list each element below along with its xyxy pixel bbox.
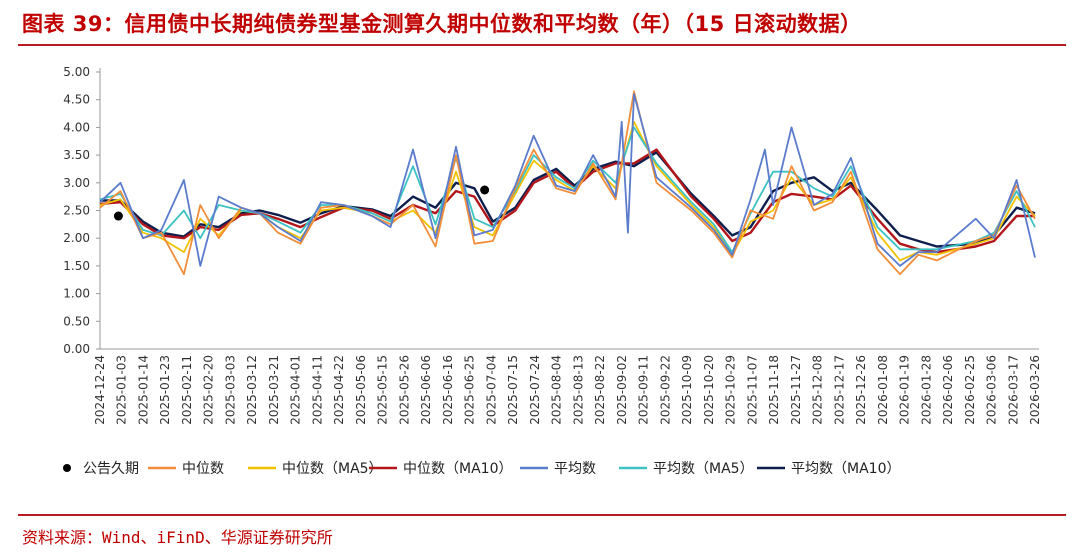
x-tick-label: 2025-03-21 (267, 355, 281, 425)
x-tick-label: 2025-06-16 (441, 355, 455, 425)
x-tick-label: 2025-06-06 (419, 355, 433, 425)
x-tick-label: 2026-03-17 (1006, 355, 1020, 425)
x-tick-label: 2025-12-17 (832, 355, 846, 425)
x-tick-label: 2026-01-08 (876, 355, 890, 425)
x-tick-label: 2025-09-22 (658, 355, 672, 425)
x-tick-label: 2025-07-24 (528, 355, 542, 425)
x-tick-label: 2025-11-07 (745, 355, 759, 425)
series-line (99, 148, 1035, 254)
x-tick-label: 2025-11-18 (767, 355, 781, 425)
y-tick-label: 0.50 (63, 314, 90, 328)
x-tick-label: 2026-02-06 (941, 355, 955, 425)
x-tick-label: 2025-11-27 (789, 355, 803, 425)
x-tick-label: 2025-12-26 (854, 355, 868, 425)
x-tick-label: 2025-03-03 (223, 355, 237, 425)
x-tick-label: 2025-09-02 (615, 355, 629, 425)
x-tick-label: 2025-05-15 (376, 355, 390, 425)
x-tick-label: 2025-02-11 (180, 355, 194, 425)
y-axis: 0.00 0.50 1.00 1.50 2.00 2.50 3.00 3.50 4.00 4.50… (63, 65, 1039, 356)
x-tick-label: 2024-12-24 (93, 355, 107, 425)
x-axis: 2024-12-24 2025-01-03 2025-01-14 2025-01-23… (93, 355, 1042, 425)
x-tick-label: 2025-01-03 (115, 355, 129, 425)
x-tick-label: 2025-09-11 (637, 355, 651, 425)
legend-label: 中位数（MA10） (403, 461, 512, 477)
announced-duration-point (113, 211, 123, 221)
y-tick-label: 2.00 (63, 231, 90, 245)
x-tick-label: 2026-03-06 (985, 355, 999, 425)
series-line (99, 93, 1036, 267)
x-tick-label: 2025-04-11 (310, 355, 324, 425)
announced-duration-point (480, 185, 490, 195)
x-tick-label: 2025-08-04 (550, 355, 564, 425)
y-tick-label: 3.50 (63, 148, 90, 162)
x-tick-label: 2026-02-25 (963, 355, 977, 425)
x-tick-label: 2025-07-04 (484, 355, 498, 425)
x-tick-label: 2025-08-13 (571, 355, 585, 425)
source-note: 资料来源：Wind、iFinD、华源证券研究所 (22, 528, 333, 547)
x-tick-label: 2025-02-20 (202, 355, 216, 425)
x-tick-label: 2025-10-29 (724, 355, 738, 425)
x-tick-label: 2026-01-28 (919, 355, 933, 425)
title-divider (18, 44, 1066, 46)
legend-label: 公告久期 (83, 461, 139, 477)
x-tick-label: 2025-05-06 (354, 355, 368, 425)
series-line (99, 126, 1036, 254)
y-tick-label: 1.50 (63, 259, 90, 273)
y-tick-label: 1.00 (63, 287, 90, 301)
x-tick-label: 2025-04-01 (289, 355, 303, 425)
legend-marker (63, 464, 71, 472)
line-chart: 0.00 0.50 1.00 1.50 2.00 2.50 3.00 3.50 4.00 4.50… (63, 65, 1042, 477)
y-tick-label: 3.00 (63, 176, 90, 190)
source-divider (18, 514, 1066, 516)
chart-title: 图表 39：信用债中长期纯债券型基金测算久期中位数和平均数（年）（15 日滚动数… (22, 12, 862, 36)
x-tick-label: 2025-04-22 (332, 355, 346, 425)
legend-label: 平均数 (554, 461, 596, 477)
series-line (100, 151, 1036, 248)
legend-label: 平均数（MA10） (791, 461, 900, 477)
x-tick-label: 2026-03-26 (1028, 355, 1042, 425)
legend: 公告久期 中位数 中位数（MA5） 中位数（MA10） 平均数 平均数（MA5） 平均数（M… (63, 461, 900, 477)
legend-label: 中位数（MA5） (282, 461, 383, 477)
y-tick-label: 4.50 (63, 93, 90, 107)
legend-label: 平均数（MA5） (653, 461, 754, 477)
x-tick-label: 2025-03-12 (245, 355, 259, 425)
x-tick-label: 2025-07-15 (506, 355, 520, 425)
x-tick-label: 2025-10-09 (680, 355, 694, 425)
y-tick-label: 4.00 (63, 120, 90, 134)
y-tick-label: 5.00 (63, 65, 90, 79)
x-tick-label: 2025-01-14 (136, 355, 150, 425)
legend-label: 中位数 (182, 461, 224, 477)
x-tick-label: 2025-05-26 (397, 355, 411, 425)
x-tick-label: 2025-12-08 (811, 355, 825, 425)
x-tick-label: 2025-01-23 (158, 355, 172, 425)
y-tick-label: 2.50 (63, 204, 90, 218)
x-tick-label: 2025-06-25 (463, 355, 477, 425)
plot-area (99, 90, 1036, 276)
x-tick-label: 2026-01-19 (898, 355, 912, 425)
x-tick-label: 2025-10-20 (702, 355, 716, 425)
y-tick-label: 0.00 (63, 342, 90, 356)
x-tick-label: 2025-08-22 (593, 355, 607, 425)
